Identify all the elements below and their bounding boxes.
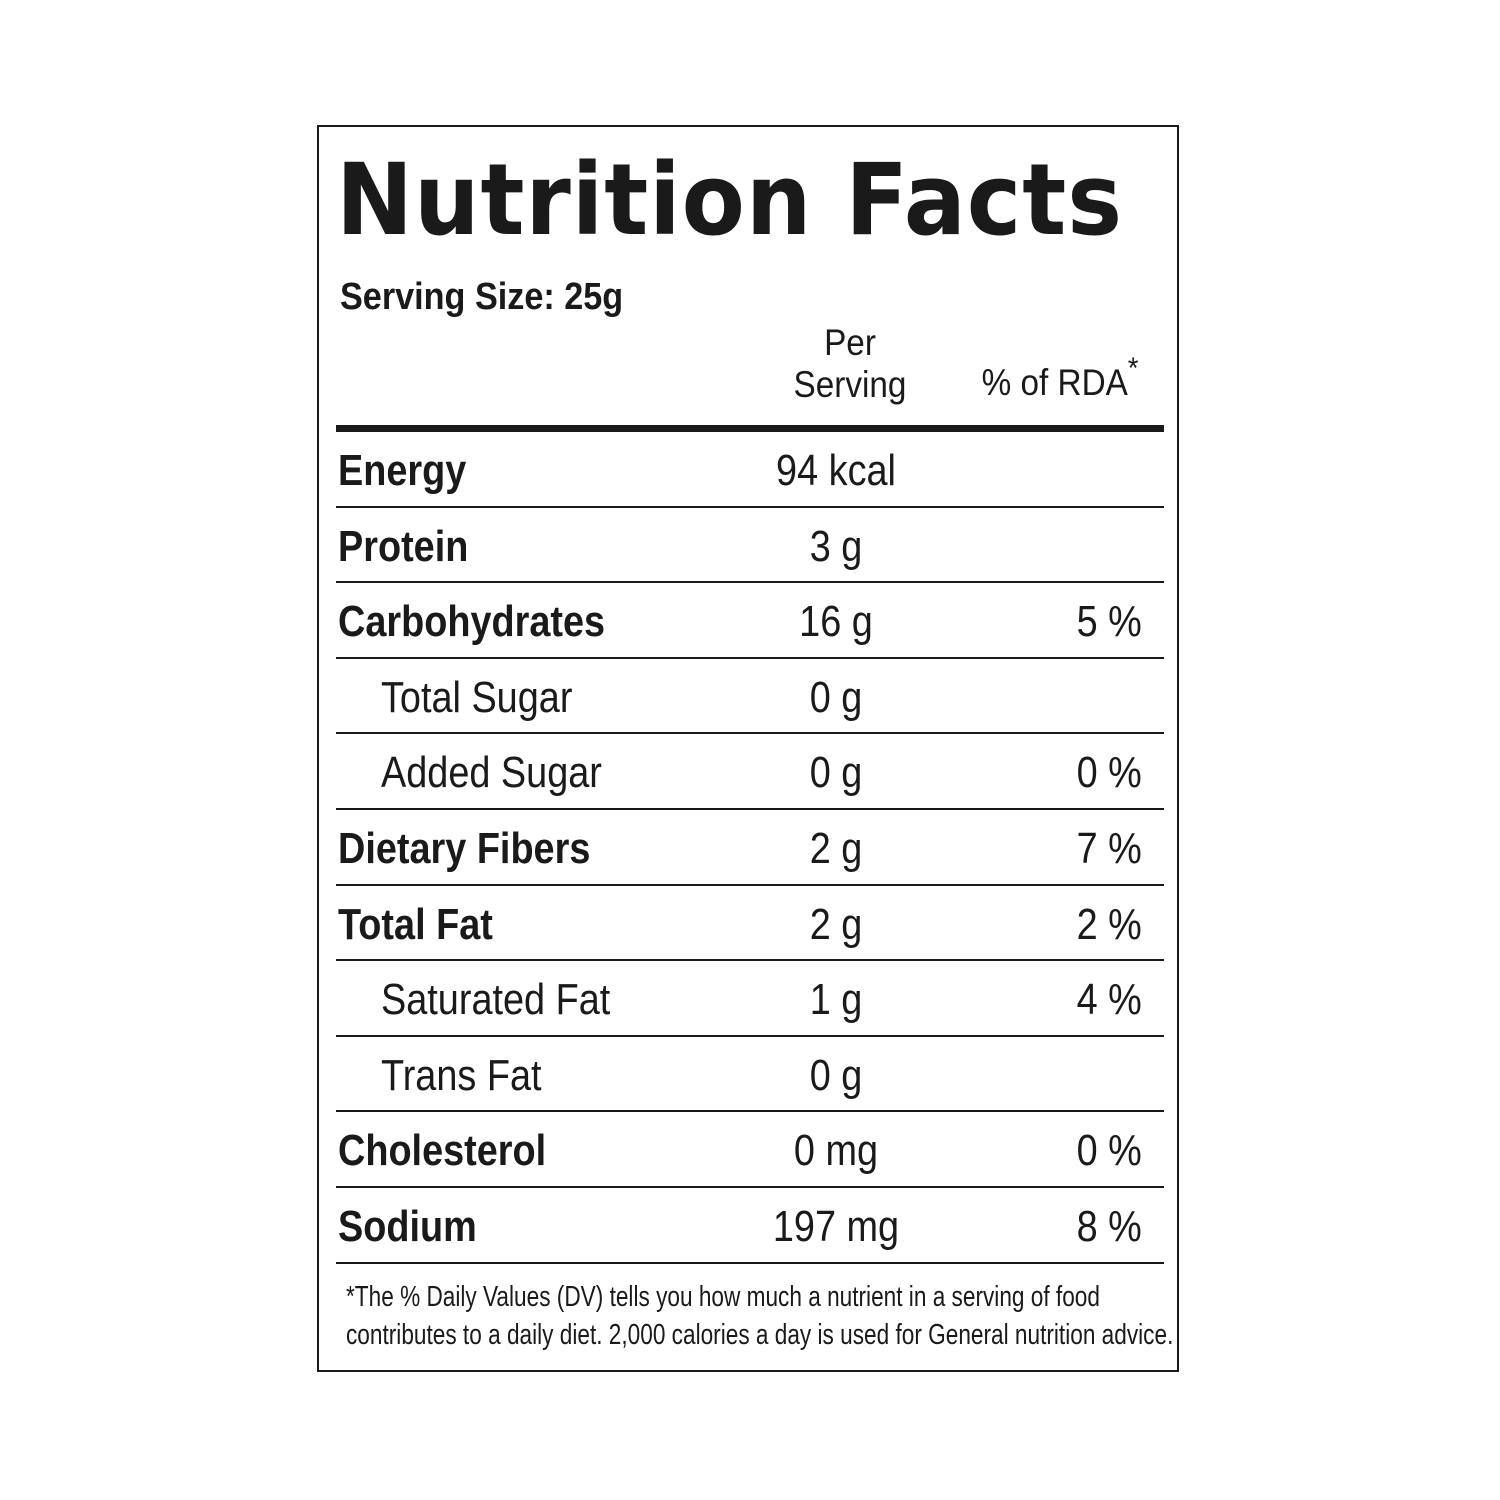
nutrient-name: Cholesterol	[338, 1126, 547, 1176]
nutrient-name: Energy	[338, 446, 467, 495]
nutrient-rda: 7 %	[1076, 823, 1142, 873]
label-title: Nutrition Facts	[336, 143, 1123, 258]
nutrient-amount: 0 mg	[793, 1126, 879, 1176]
nutrient-table: Energy 94 kcal Protein 3 g Carbohydrates…	[336, 432, 1164, 1264]
nutrient-name: Total Fat	[338, 899, 493, 949]
column-header-per-serving-line1: Per	[824, 322, 876, 363]
nutrient-amount: 0 g	[809, 748, 863, 798]
nutrient-amount: 2 g	[809, 899, 863, 949]
nutrient-name: Added Sugar	[381, 748, 602, 798]
column-header-rda: % of RDA*	[970, 353, 1150, 404]
nutrient-name: Sodium	[338, 1201, 477, 1251]
nutrient-rda: 5 %	[1076, 597, 1142, 647]
nutrient-amount: 1 g	[809, 975, 863, 1025]
nutrient-name: Saturated Fat	[381, 975, 611, 1025]
nutrient-rda: 4 %	[1076, 975, 1142, 1025]
serving-size: Serving Size: 25g	[340, 276, 624, 318]
nutrient-row-total-fat: Total Fat 2 g 2 %	[336, 886, 1164, 962]
nutrient-amount: 3 g	[809, 521, 863, 571]
footnote-line-2: contributes to a daily diet. 2,000 calor…	[346, 1319, 1174, 1351]
nutrient-amount: 94 kcal	[776, 446, 896, 495]
nutrient-row-protein: Protein 3 g	[336, 508, 1164, 584]
nutrient-amount: 2 g	[809, 823, 863, 873]
column-header-per-serving-line2: Serving	[793, 364, 907, 405]
footnote-line-1: *The % Daily Values (DV) tells you how m…	[346, 1281, 1100, 1313]
nutrient-row-added-sugar: Added Sugar 0 g 0 %	[336, 734, 1164, 810]
nutrient-amount: 0 g	[809, 672, 863, 722]
nutrient-row-energy: Energy 94 kcal	[336, 432, 1164, 508]
nutrient-name: Total Sugar	[381, 672, 573, 722]
nutrient-rda: 2 %	[1076, 899, 1142, 949]
nutrient-row-total-sugar: Total Sugar 0 g	[336, 659, 1164, 735]
nutrient-rda: 0 %	[1076, 1126, 1142, 1176]
nutrient-amount: 0 g	[809, 1050, 863, 1100]
nutrient-row-trans-fat: Trans Fat 0 g	[336, 1037, 1164, 1113]
rda-asterisk: *	[1127, 351, 1139, 385]
nutrition-label-border	[317, 125, 1179, 1372]
nutrient-amount: 197 mg	[772, 1201, 900, 1251]
header-divider	[336, 425, 1164, 432]
nutrient-name: Protein	[338, 521, 469, 571]
nutrient-row-cholesterol: Cholesterol 0 mg 0 %	[336, 1112, 1164, 1188]
nutrient-name: Dietary Fibers	[338, 823, 591, 873]
nutrient-name: Trans Fat	[381, 1050, 542, 1100]
nutrient-row-dietary-fibers: Dietary Fibers 2 g 7 %	[336, 810, 1164, 886]
nutrient-row-carbohydrates: Carbohydrates 16 g 5 %	[336, 583, 1164, 659]
nutrient-rda: 8 %	[1076, 1201, 1142, 1251]
nutrient-rda: 0 %	[1076, 748, 1142, 798]
column-header-rda-label: % of RDA	[981, 362, 1128, 403]
nutrient-amount: 16 g	[799, 597, 873, 647]
column-header-per-serving: Per Serving	[778, 322, 922, 406]
nutrient-name: Carbohydrates	[338, 597, 606, 647]
nutrient-row-sodium: Sodium 197 mg 8 %	[336, 1188, 1164, 1264]
nutrient-row-saturated-fat: Saturated Fat 1 g 4 %	[336, 961, 1164, 1037]
daily-value-footnote: *The % Daily Values (DV) tells you how m…	[346, 1278, 1174, 1354]
